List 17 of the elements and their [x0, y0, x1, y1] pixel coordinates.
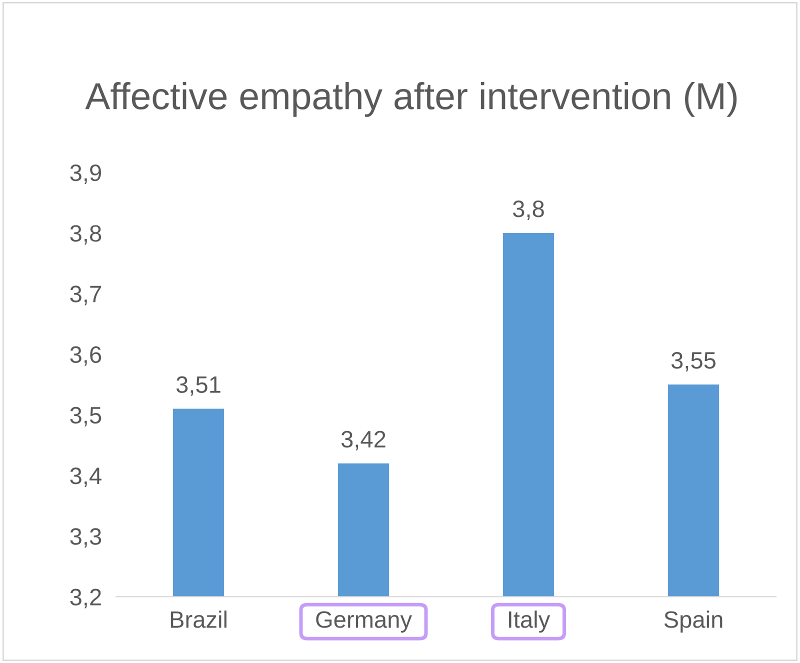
- y-tick-label: 3,5: [70, 406, 102, 426]
- y-tick-label: 3,6: [70, 346, 102, 366]
- y-tick-label: 3,8: [70, 225, 102, 245]
- y-tick-label: 3,3: [70, 528, 102, 548]
- data-label: 3,55: [671, 352, 716, 372]
- chart-title: Affective empathy after intervention (M): [85, 82, 737, 117]
- data-label: 3,51: [176, 376, 220, 396]
- y-tick-label: 3,4: [70, 468, 102, 488]
- y-tick-label: 3,9: [70, 164, 101, 184]
- x-tick-label: Italy: [509, 610, 550, 633]
- y-tick-label: 3,7: [70, 286, 101, 306]
- x-tick-label: Brazil: [170, 610, 226, 628]
- x-tick-label: Germany: [316, 611, 412, 633]
- y-tick-label: 3,2: [70, 588, 101, 608]
- data-label: 3,42: [341, 430, 386, 450]
- data-label: 3,8: [512, 200, 544, 220]
- x-tick-label: Spain: [664, 610, 722, 633]
